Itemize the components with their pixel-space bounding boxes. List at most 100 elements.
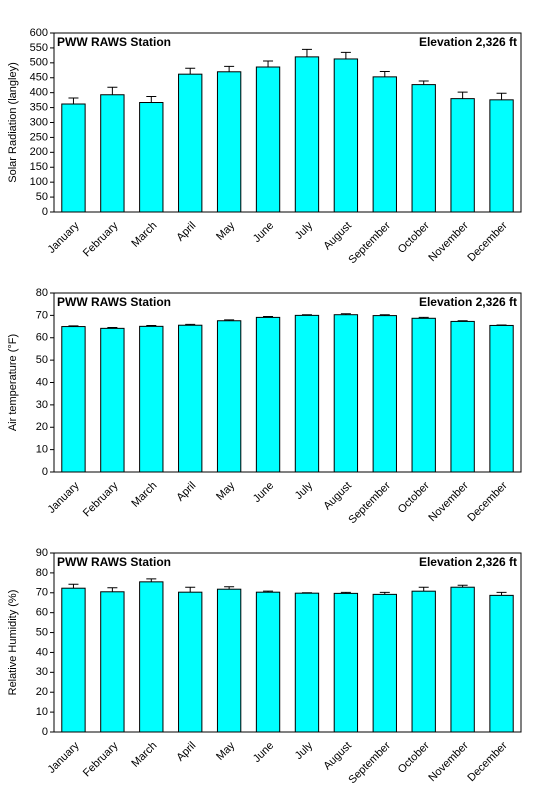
y-tick-label: 350 [30, 101, 48, 113]
x-tick-label: September [346, 739, 393, 786]
bar [178, 324, 203, 473]
y-tick-label: 50 [36, 191, 48, 203]
error-bar [379, 314, 390, 316]
y-tick-label: 150 [30, 161, 48, 173]
y-tick-label: 300 [30, 116, 48, 128]
error-bar [263, 315, 274, 318]
bar [489, 594, 514, 733]
y-tick-label: 20 [36, 686, 48, 698]
bar [333, 58, 359, 213]
error-bar [146, 578, 157, 582]
annotation: PWW RAWS Station [57, 295, 171, 309]
x-tick-label: January [45, 739, 82, 776]
bar [372, 76, 397, 213]
y-tick-label: 60 [36, 607, 48, 619]
plot-frame [53, 32, 522, 213]
bar [255, 316, 281, 473]
error-bar [263, 60, 274, 68]
x-tick-label: June [251, 480, 276, 505]
error-bar [379, 70, 390, 77]
y-axis-label: Solar Radiation (langley) [7, 62, 19, 182]
x-tick-label: October [396, 219, 432, 255]
plot-frame [53, 552, 522, 733]
bar [489, 324, 514, 473]
x-tick-label: July [293, 219, 316, 242]
error-bar [457, 91, 468, 99]
y-tick-label: 0 [42, 466, 48, 478]
bar [333, 592, 359, 733]
y-tick-label: 50 [36, 626, 48, 638]
y-tick-label: 40 [36, 376, 48, 388]
bar [489, 99, 514, 213]
error-bar [418, 586, 429, 592]
bar [333, 314, 359, 473]
error-bar [68, 97, 79, 105]
error-bar [107, 587, 118, 592]
y-tick-label: 0 [42, 206, 48, 218]
y-tick-label: 40 [36, 646, 48, 658]
y-tick-label: 500 [30, 57, 48, 69]
error-bar [457, 584, 468, 588]
bar [255, 591, 281, 733]
y-tick-label: 20 [36, 421, 48, 433]
bar [216, 71, 242, 213]
error-bar [224, 319, 235, 321]
y-tick-label: 80 [36, 287, 48, 299]
x-tick-label: March [129, 740, 159, 770]
error-bar [379, 591, 390, 595]
bar [372, 593, 397, 733]
bar [61, 103, 86, 213]
bar [178, 73, 203, 213]
bar [411, 84, 436, 213]
y-tick-label: 70 [36, 587, 48, 599]
x-tick-label: March [129, 220, 159, 250]
bar [216, 320, 242, 473]
bar [450, 98, 475, 213]
x-tick-label: November [426, 219, 471, 264]
bar [216, 588, 242, 733]
y-tick-label: 450 [30, 72, 48, 84]
x-tick-label: December [465, 739, 510, 784]
x-tick-label: April [174, 480, 198, 504]
y-tick-label: 80 [36, 567, 48, 579]
bar [450, 586, 475, 733]
y-tick-label: 0 [42, 726, 48, 738]
error-bar [107, 326, 118, 329]
x-tick-label: February [81, 479, 121, 519]
y-tick-label: 600 [30, 27, 48, 39]
annotation: PWW RAWS Station [57, 555, 171, 569]
error-bar [224, 586, 235, 590]
x-tick-label: December [465, 219, 510, 264]
x-tick-label: May [214, 479, 238, 503]
bar [61, 587, 86, 733]
x-tick-label: April [174, 740, 198, 764]
bar [100, 327, 125, 473]
y-tick-label: 200 [30, 146, 48, 158]
error-bar [146, 96, 157, 103]
x-tick-label: November [426, 739, 471, 784]
error-bar [301, 314, 312, 316]
x-tick-label: September [346, 479, 393, 526]
y-tick-label: 30 [36, 666, 48, 678]
error-bar [224, 65, 235, 72]
error-bar [263, 590, 274, 593]
error-bar [457, 320, 468, 322]
bar [294, 314, 320, 473]
bar [411, 590, 436, 733]
bar [372, 315, 397, 473]
y-tick-label: 60 [36, 332, 48, 344]
error-bar [107, 86, 118, 95]
x-tick-label: October [396, 479, 432, 515]
x-tick-label: August [321, 480, 354, 513]
annotation: PWW RAWS Station [57, 35, 171, 49]
error-bar [185, 586, 196, 593]
x-tick-label: July [293, 739, 316, 762]
bar [294, 592, 320, 733]
y-tick-label: 550 [30, 42, 48, 54]
x-tick-label: December [465, 479, 510, 524]
y-tick-label: 10 [36, 444, 48, 456]
error-bar [146, 324, 157, 327]
x-tick-label: November [426, 479, 471, 524]
error-bar [340, 591, 351, 594]
x-tick-label: July [293, 479, 316, 502]
